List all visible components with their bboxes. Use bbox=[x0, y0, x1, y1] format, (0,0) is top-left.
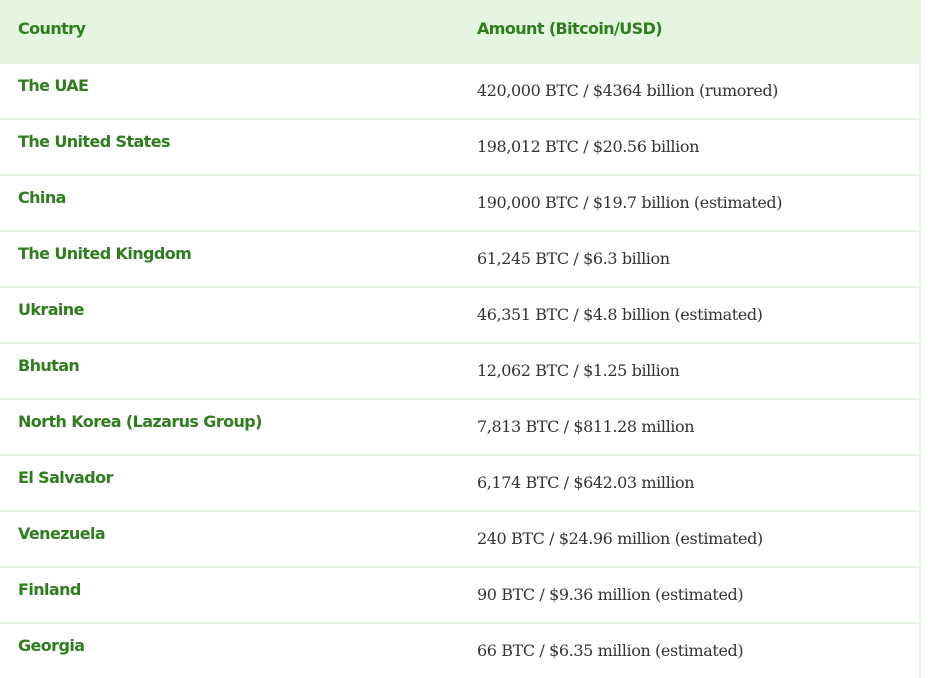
table-row: Ukraine 46,351 BTC / $4.8 billion (estim… bbox=[0, 286, 919, 342]
amount-cell: 6,174 BTC / $642.03 million bbox=[477, 473, 695, 492]
country-cell: North Korea (Lazarus Group) bbox=[18, 412, 262, 431]
table-row: The UAE 420,000 BTC / $4364 billion (rum… bbox=[0, 62, 919, 118]
country-cell: Finland bbox=[18, 580, 81, 599]
table-row: Finland 90 BTC / $9.36 million (estimate… bbox=[0, 566, 919, 622]
table-row: Georgia 66 BTC / $6.35 million (estimate… bbox=[0, 622, 919, 678]
amount-cell: 66 BTC / $6.35 million (estimated) bbox=[477, 641, 744, 660]
country-cell: The United States bbox=[18, 132, 171, 151]
country-cell: El Salvador bbox=[18, 468, 113, 487]
amount-cell: 12,062 BTC / $1.25 billion bbox=[477, 361, 680, 380]
amount-cell: 61,245 BTC / $6.3 billion bbox=[477, 249, 670, 268]
amount-cell: 240 BTC / $24.96 million (estimated) bbox=[477, 529, 763, 548]
amount-cell: 198,012 BTC / $20.56 billion bbox=[477, 137, 700, 156]
country-cell: Venezuela bbox=[18, 524, 106, 543]
country-cell: The UAE bbox=[18, 76, 89, 95]
country-cell: Ukraine bbox=[18, 300, 84, 319]
amount-cell: 90 BTC / $9.36 million (estimated) bbox=[477, 585, 744, 604]
amount-cell: 46,351 BTC / $4.8 billion (estimated) bbox=[477, 305, 763, 324]
table-row: The United States 198,012 BTC / $20.56 b… bbox=[0, 118, 919, 174]
amount-cell: 7,813 BTC / $811.28 million bbox=[477, 417, 695, 436]
country-cell: The United Kingdom bbox=[18, 244, 192, 263]
table-header-row: Country Amount (Bitcoin/USD) bbox=[0, 0, 919, 62]
amount-cell: 420,000 BTC / $4364 billion (rumored) bbox=[477, 81, 779, 100]
amount-cell: 190,000 BTC / $19.7 billion (estimated) bbox=[477, 193, 783, 212]
table-row: North Korea (Lazarus Group) 7,813 BTC / … bbox=[0, 398, 919, 454]
table-row: Bhutan 12,062 BTC / $1.25 billion bbox=[0, 342, 919, 398]
table-row: China 190,000 BTC / $19.7 billion (estim… bbox=[0, 174, 919, 230]
table-row: El Salvador 6,174 BTC / $642.03 million bbox=[0, 454, 919, 510]
country-cell: Bhutan bbox=[18, 356, 80, 375]
table-row: Venezuela 240 BTC / $24.96 million (esti… bbox=[0, 510, 919, 566]
amount-column-header: Amount (Bitcoin/USD) bbox=[477, 19, 663, 38]
country-column-header: Country bbox=[18, 19, 86, 38]
country-cell: China bbox=[18, 188, 66, 207]
country-cell: Georgia bbox=[18, 636, 85, 655]
table-row: The United Kingdom 61,245 BTC / $6.3 bil… bbox=[0, 230, 919, 286]
